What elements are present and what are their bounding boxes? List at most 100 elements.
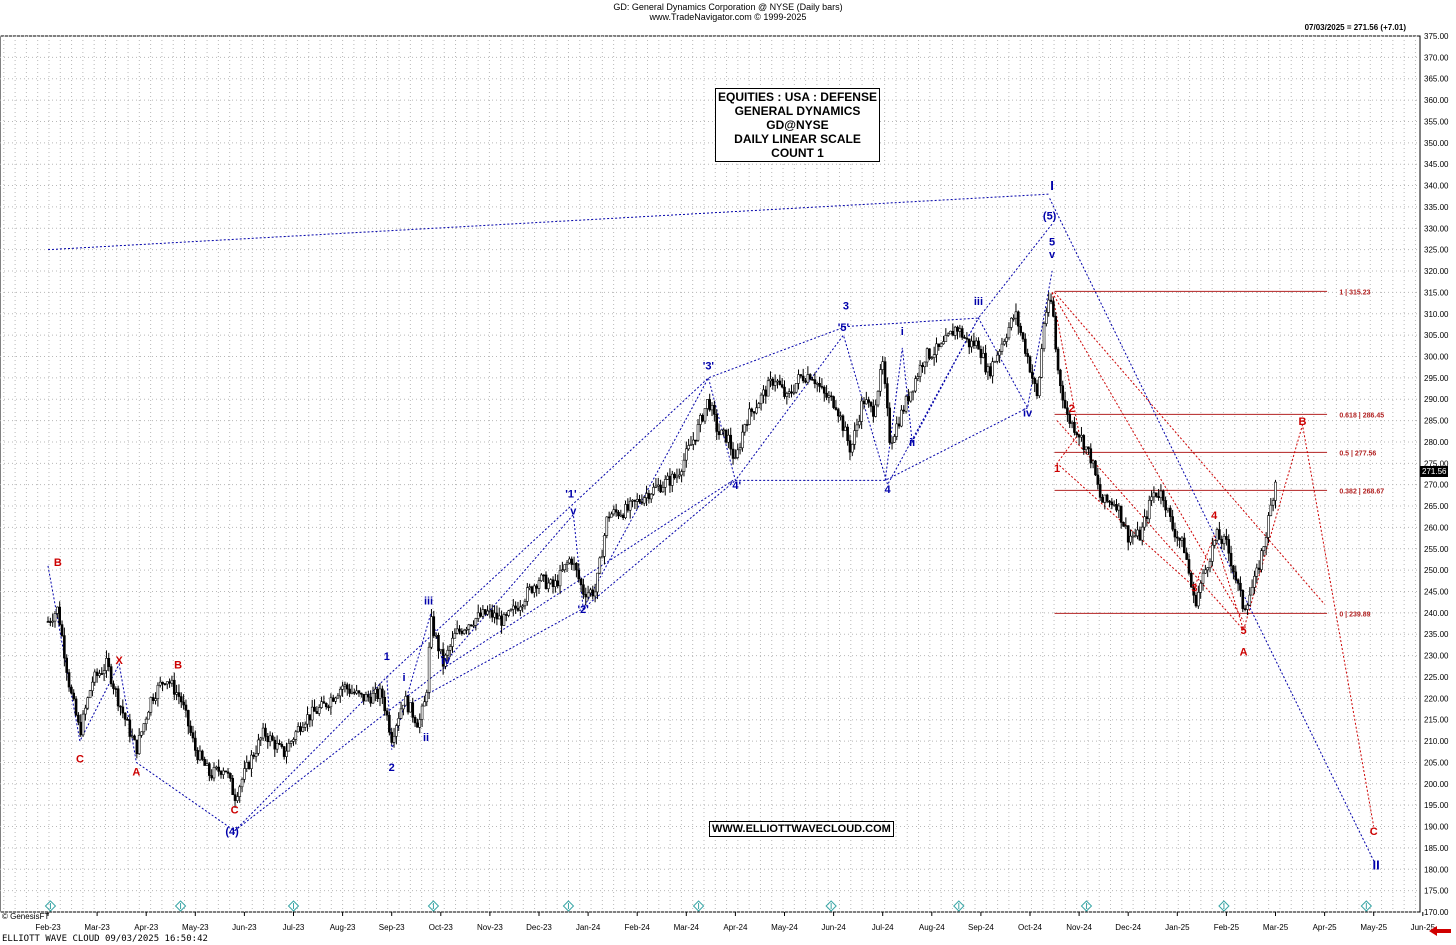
candle-body bbox=[289, 741, 293, 744]
wave-label: 2 bbox=[1069, 403, 1075, 415]
candle-body bbox=[1168, 507, 1172, 517]
candle-body bbox=[673, 473, 676, 479]
candle-body bbox=[406, 696, 410, 713]
candle-body bbox=[1009, 317, 1013, 328]
candle-body bbox=[771, 378, 775, 386]
candle-body bbox=[1103, 494, 1107, 503]
candle-body bbox=[493, 612, 496, 618]
candle-body bbox=[476, 612, 480, 619]
candle-body bbox=[217, 766, 220, 772]
candle-body bbox=[605, 516, 609, 536]
candle-body bbox=[881, 361, 885, 370]
candle-body bbox=[902, 409, 906, 412]
y-tick-label: 285.00 bbox=[1424, 417, 1449, 426]
candle-body bbox=[1031, 371, 1034, 379]
candle-body bbox=[930, 357, 934, 359]
candle-body bbox=[836, 409, 840, 417]
candle-body bbox=[1211, 544, 1214, 562]
candle-body bbox=[264, 727, 267, 737]
y-tick-label: 250.00 bbox=[1424, 566, 1449, 575]
candle-body bbox=[914, 378, 917, 392]
candle-body bbox=[659, 484, 662, 493]
candle-body bbox=[1115, 504, 1118, 511]
candle-body bbox=[404, 696, 408, 706]
wave-label: (5) bbox=[1043, 211, 1057, 223]
candle-body bbox=[1222, 536, 1226, 544]
candle-body bbox=[441, 649, 445, 667]
candle-body bbox=[385, 710, 389, 716]
candle-body bbox=[848, 440, 852, 453]
candle-body bbox=[1143, 516, 1146, 528]
candle-body bbox=[706, 399, 709, 409]
candle-body bbox=[430, 616, 433, 648]
candle-body bbox=[367, 694, 370, 698]
candle-body bbox=[1012, 317, 1015, 320]
candle-body bbox=[1002, 341, 1006, 345]
candle-body bbox=[490, 609, 494, 618]
x-tick-label: Aug-24 bbox=[919, 923, 945, 932]
candle-body bbox=[1052, 301, 1055, 317]
candle-body bbox=[72, 692, 76, 700]
candle-body bbox=[1028, 356, 1032, 373]
wave-label: ii bbox=[909, 437, 915, 449]
fib-level-label: 1 | 315.23 bbox=[1339, 289, 1370, 296]
candle-body bbox=[168, 681, 171, 684]
candle-body bbox=[317, 707, 321, 714]
footer-text: ELLIOTT WAVE CLOUD 09/03/2025 16:50:42 bbox=[2, 934, 208, 944]
candle-body bbox=[1206, 567, 1209, 571]
wave-label: I bbox=[1050, 178, 1054, 193]
candle-body bbox=[561, 569, 564, 572]
candle-body bbox=[937, 343, 941, 347]
candle-body bbox=[1108, 501, 1111, 503]
candle-body bbox=[977, 340, 980, 350]
candle-body bbox=[336, 695, 340, 699]
candle-body bbox=[1150, 496, 1153, 501]
candle-body bbox=[551, 579, 555, 587]
x-tick-label: Feb-23 bbox=[35, 923, 61, 932]
candle-body bbox=[310, 706, 314, 721]
candle-body bbox=[640, 501, 644, 504]
candle-body bbox=[1243, 608, 1247, 610]
scroll-left-arrow-icon[interactable] bbox=[1428, 925, 1452, 937]
candle-body bbox=[1227, 539, 1231, 554]
candle-body bbox=[205, 763, 209, 766]
candle-body bbox=[109, 666, 113, 685]
candle-body bbox=[245, 762, 249, 769]
candle-body bbox=[1145, 516, 1149, 520]
candle-body bbox=[46, 621, 50, 623]
candle-body bbox=[1147, 500, 1151, 520]
candle-body bbox=[1066, 407, 1069, 415]
candle-body bbox=[392, 735, 396, 743]
candle-body bbox=[729, 434, 733, 450]
y-tick-label: 200.00 bbox=[1424, 780, 1449, 789]
candle-body bbox=[563, 564, 567, 571]
candle-body bbox=[1087, 446, 1090, 449]
fib-level-label: 0.382 | 268.67 bbox=[1339, 488, 1384, 495]
candle-body bbox=[897, 423, 901, 427]
y-tick-label: 270.00 bbox=[1424, 481, 1449, 490]
candle-body bbox=[486, 610, 489, 615]
candle-body bbox=[250, 754, 253, 769]
candle-body bbox=[418, 719, 422, 728]
x-tick-label: Mar-23 bbox=[84, 923, 110, 932]
candle-body bbox=[766, 380, 770, 397]
info-box: EQUITIES : USA : DEFENSE GENERAL DYNAMIC… bbox=[715, 88, 880, 162]
candle-body bbox=[156, 684, 160, 699]
candle-body bbox=[995, 354, 999, 362]
candle-body bbox=[1063, 399, 1067, 409]
candle-body bbox=[362, 693, 365, 702]
candle-body bbox=[822, 386, 826, 394]
wave-label: i bbox=[901, 326, 904, 338]
candle-body bbox=[1117, 505, 1121, 511]
candle-body bbox=[518, 606, 522, 611]
candle-body bbox=[189, 725, 192, 733]
candle-body bbox=[558, 570, 562, 587]
candle-body bbox=[680, 471, 683, 476]
candle-body bbox=[388, 714, 391, 733]
candle-body bbox=[540, 574, 543, 581]
x-tick-label: Oct-23 bbox=[429, 923, 454, 932]
candle-body bbox=[1061, 385, 1065, 401]
candle-body bbox=[554, 580, 557, 587]
candle-body bbox=[1094, 460, 1097, 476]
